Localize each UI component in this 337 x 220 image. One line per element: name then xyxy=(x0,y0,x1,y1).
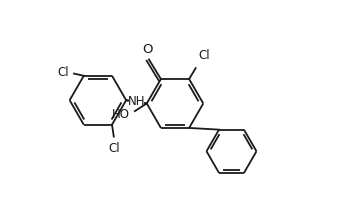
Text: O: O xyxy=(143,43,153,56)
Text: Cl: Cl xyxy=(108,142,120,155)
Text: Cl: Cl xyxy=(57,66,68,79)
Text: Cl: Cl xyxy=(198,49,210,62)
Text: HO: HO xyxy=(112,108,129,121)
Text: NH: NH xyxy=(128,95,145,108)
